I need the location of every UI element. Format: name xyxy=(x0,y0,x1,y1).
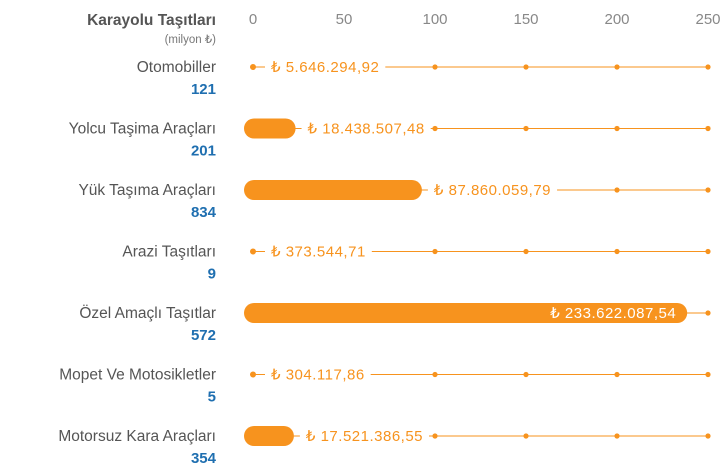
tick-dot xyxy=(432,371,438,378)
tick-dot xyxy=(614,64,620,70)
count-label: 834 xyxy=(191,204,217,221)
chart-subtitle: (milyon ₺) xyxy=(165,34,217,46)
label-bg xyxy=(299,427,430,445)
category-label: Mopet Ve Motosikletler xyxy=(59,367,216,384)
count-label: 201 xyxy=(191,142,216,159)
x-tick-label: 200 xyxy=(604,11,629,28)
tick-dot xyxy=(705,64,711,70)
tick-dot xyxy=(523,433,529,439)
label-bg xyxy=(301,119,431,138)
label-bg xyxy=(265,242,372,261)
tick-dot xyxy=(614,248,620,255)
tick-dot xyxy=(705,248,711,255)
tick-dot xyxy=(523,371,529,378)
tick-dot xyxy=(523,125,529,132)
value-label: ₺ 304.117,86 xyxy=(271,366,365,383)
value-label: ₺ 18.438.507,48 xyxy=(308,120,425,137)
tick-dot xyxy=(614,433,620,439)
tick-dot xyxy=(614,187,620,193)
bar xyxy=(244,303,688,323)
value-label: ₺ 17.521.386,55 xyxy=(306,428,423,445)
tick-dot xyxy=(432,433,438,439)
x-tick-label: 0 xyxy=(249,11,257,28)
category-label: Otomobiller xyxy=(137,59,216,76)
tick-dot xyxy=(705,310,711,316)
chart-title: Karayolu Taşıtları xyxy=(87,12,216,29)
count-label: 121 xyxy=(191,81,216,98)
bar xyxy=(244,426,294,446)
category-label: Özel Amaçlı Taşıtlar xyxy=(79,304,216,322)
tick-dot xyxy=(523,64,529,70)
count-label: 354 xyxy=(191,450,217,467)
label-bg xyxy=(427,181,558,199)
tick-dot xyxy=(705,433,711,439)
count-label: 5 xyxy=(208,388,216,405)
category-label: Yolcu Taşima Araçları xyxy=(69,121,216,138)
category-label: Motorsuz Kara Araçları xyxy=(58,428,216,445)
value-label: ₺ 87.860.059,79 xyxy=(434,182,551,199)
tick-dot xyxy=(614,125,620,132)
tick-dot xyxy=(705,125,711,132)
tick-dot xyxy=(432,248,438,255)
x-tick-label: 100 xyxy=(422,11,447,28)
tick-dot xyxy=(614,371,620,378)
category-label: Arazi Taşıtları xyxy=(122,244,216,261)
bar xyxy=(250,371,256,378)
count-label: 572 xyxy=(191,327,216,344)
label-bg xyxy=(265,365,371,384)
bar xyxy=(250,248,256,255)
value-label: ₺ 5.646.294,92 xyxy=(271,59,379,76)
tick-dot xyxy=(705,187,711,193)
tick-dot xyxy=(432,125,438,132)
value-label: ₺ 233.622.087,54 xyxy=(550,305,676,322)
count-label: 9 xyxy=(208,265,216,282)
category-label: Yük Taşıma Araçları xyxy=(78,182,216,199)
value-label: ₺ 373.544,71 xyxy=(271,243,366,260)
x-tick-label: 250 xyxy=(695,11,720,28)
label-bg xyxy=(265,58,386,76)
tick-dot xyxy=(432,64,438,70)
bar xyxy=(244,118,296,139)
tick-dot xyxy=(523,248,529,255)
x-tick-label: 150 xyxy=(513,11,538,28)
bar xyxy=(250,64,256,70)
x-tick-label: 50 xyxy=(336,11,353,28)
bar xyxy=(244,180,422,200)
tick-dot xyxy=(705,371,711,378)
